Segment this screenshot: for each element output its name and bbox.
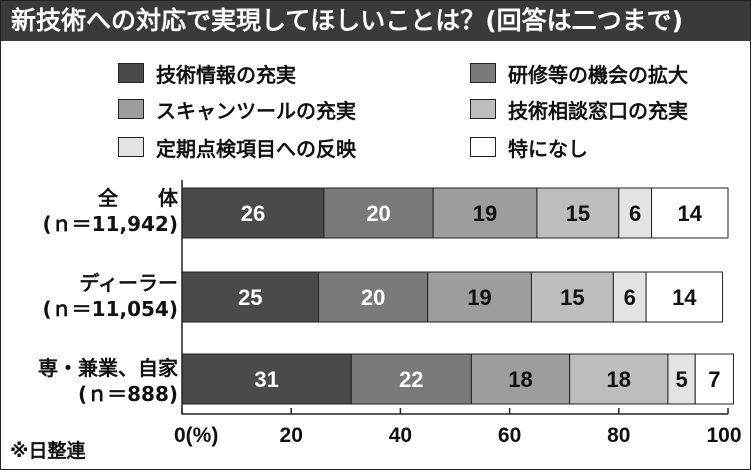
- x-tick-label-40: 40: [389, 424, 412, 447]
- bar-segment-row2-s2: [470, 353, 571, 405]
- bar-segment-row2-s0: [181, 353, 352, 405]
- bar-segment-row2-s3: [569, 353, 669, 405]
- x-tick-label-80: 80: [607, 424, 630, 447]
- legend-swatch-inspection: [118, 137, 144, 157]
- legend-item-none: 特になし: [470, 134, 588, 161]
- bar-value-label-row2-s2: 18: [508, 367, 532, 392]
- bar-segment-row1-s3: [530, 271, 614, 323]
- legend-swatch-consultation: [470, 99, 496, 119]
- chart-title: 新技術への対応で実現してほしいことは？(回答は二つまで): [1, 1, 750, 41]
- bar-value-label-row0-s4: 6: [629, 201, 641, 226]
- source-note: ※日整連: [10, 440, 86, 462]
- row-label-dealer: ディーラー: [79, 271, 178, 295]
- bar-value-label-row2-s3: 18: [607, 367, 631, 392]
- bar-value-label-row2-s1: 22: [399, 367, 423, 392]
- legend-swatch-training: [470, 63, 496, 83]
- bar-segment-row1-s1: [318, 271, 429, 323]
- legend-swatch-scan-tool: [118, 99, 144, 119]
- bar-value-label-row1-s4: 6: [624, 285, 636, 310]
- bar-value-label-row0-s5: 14: [678, 201, 703, 226]
- bar-value-label-row1-s2: 19: [467, 285, 491, 310]
- bar-value-label-row0-s0: 26: [241, 201, 265, 226]
- bar-segment-row1-s4: [612, 271, 647, 323]
- legend-item-inspection: 定期点検項目への反映: [118, 134, 356, 161]
- bar-segment-row1-s0: [181, 271, 319, 323]
- bar-segment-row2-s5: [694, 353, 734, 405]
- bar-segment-row0-s4: [618, 187, 653, 239]
- bar-value-label-row0-s2: 19: [473, 201, 497, 226]
- x-tick-label-100: 100: [706, 424, 741, 447]
- legend-label-none: 特になし: [508, 136, 588, 161]
- bar-value-label-row0-s1: 20: [366, 201, 390, 226]
- bar-value-label-row2-s5: 7: [708, 367, 720, 392]
- row-n-specialist: (ｎ＝888): [77, 382, 178, 406]
- legend-item-training: 研修等の機会の拡大: [470, 60, 688, 87]
- row-label-all: 全 体: [98, 186, 178, 210]
- bar-value-label-row0-s3: 15: [566, 201, 590, 226]
- x-tick-label-60: 60: [498, 424, 521, 447]
- row-label-specialist: 専・兼業、自家: [38, 356, 178, 380]
- bar-value-label-row2-s0: 31: [254, 367, 278, 392]
- legend-item-tech-info: 技術情報の充実: [118, 60, 296, 87]
- bar-segment-row2-s4: [667, 353, 696, 405]
- bar-segment-row0-s3: [536, 187, 620, 239]
- legend-swatch-tech-info: [118, 63, 144, 83]
- row-n-all: (ｎ＝11,942): [42, 212, 178, 236]
- bar-value-label-row1-s1: 20: [361, 285, 385, 310]
- bar-value-label-row1-s0: 25: [238, 285, 262, 310]
- x-tick-label-20: 20: [280, 424, 303, 447]
- bar-segment-row0-s2: [432, 187, 538, 239]
- bar-segment-row0-s1: [323, 187, 434, 239]
- bar-segment-row2-s1: [350, 353, 472, 405]
- bar-value-label-row2-s4: 5: [675, 367, 687, 392]
- bar-segment-row0-s5: [651, 187, 729, 239]
- row-n-dealer: (ｎ＝11,054): [42, 297, 178, 321]
- legend-swatch-none: [470, 137, 496, 157]
- bar-value-label-row1-s5: 14: [672, 285, 697, 310]
- bar-value-label-row1-s3: 15: [560, 285, 584, 310]
- legend-label-inspection: 定期点検項目への反映: [156, 136, 356, 161]
- legend-label-tech-info: 技術情報の充実: [156, 62, 296, 87]
- x-tick-label-0: 0(%): [174, 424, 218, 447]
- legend-label-training: 研修等の機会の拡大: [508, 62, 688, 87]
- legend-item-scan-tool: スキャンツールの充実: [118, 96, 356, 123]
- legend-label-consultation: 技術相談窓口の充実: [508, 98, 688, 123]
- bar-segment-row1-s2: [427, 271, 532, 323]
- legend-label-scan-tool: スキャンツールの充実: [156, 98, 356, 123]
- legend-item-consultation: 技術相談窓口の充実: [470, 96, 688, 123]
- bar-segment-row1-s5: [645, 271, 724, 323]
